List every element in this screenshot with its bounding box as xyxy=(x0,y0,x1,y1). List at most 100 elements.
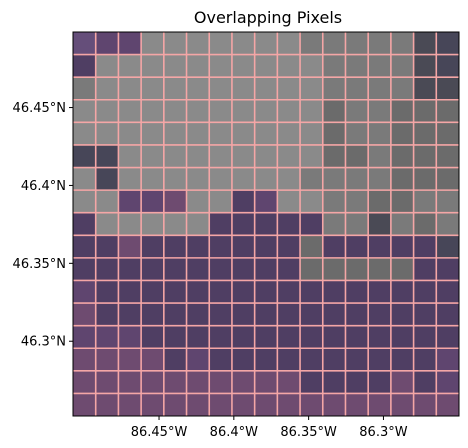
map-pixel xyxy=(231,393,256,417)
map-pixel xyxy=(118,280,142,304)
map-pixel xyxy=(141,348,165,372)
map-pixel xyxy=(231,54,256,78)
map-pixel xyxy=(141,212,165,236)
map-pixel xyxy=(300,280,324,304)
map-pixel xyxy=(95,32,119,55)
map-pixel xyxy=(413,32,437,55)
map-pixel xyxy=(163,303,187,327)
map-pixel xyxy=(141,32,165,55)
map-pixel xyxy=(95,190,119,214)
map-pixel xyxy=(141,393,165,417)
map-pixel xyxy=(141,54,165,78)
y-axis-ticks: 46.45°N 46.4°N 46.35°N 46.3°N xyxy=(13,101,73,350)
map-pixel xyxy=(300,77,324,101)
map-pixel xyxy=(163,348,187,372)
map-pixel xyxy=(141,325,165,349)
map-pixel xyxy=(413,370,437,394)
map-pixel xyxy=(231,122,256,146)
map-pixel xyxy=(413,348,437,372)
map-pixel xyxy=(436,280,460,304)
map-pixel xyxy=(186,190,210,214)
map-pixel xyxy=(345,348,369,372)
map-pixel xyxy=(345,370,369,394)
map-pixel xyxy=(436,325,460,349)
map-pixel xyxy=(254,167,278,191)
map-pixel xyxy=(300,235,324,259)
map-pixel xyxy=(413,303,437,327)
x-tick-label: 86.3°W xyxy=(359,425,407,440)
map-pixel xyxy=(300,167,324,191)
y-tick-label: 46.45°N xyxy=(13,101,66,116)
map-pixel xyxy=(322,190,346,214)
map-pixel xyxy=(300,32,324,55)
map-pixel xyxy=(413,325,437,349)
map-pixel xyxy=(254,325,278,349)
map-pixel xyxy=(163,257,187,281)
map-pixel xyxy=(413,167,437,191)
map-pixel xyxy=(413,257,437,281)
map-pixel xyxy=(413,144,437,168)
map-pixel xyxy=(95,303,119,327)
map-pixel xyxy=(163,54,187,78)
map-pixel xyxy=(163,212,187,236)
map-pixel xyxy=(118,167,142,191)
map-pixel xyxy=(368,190,392,214)
map-pixel xyxy=(413,212,437,236)
map-pixel xyxy=(209,393,233,417)
map-pixel xyxy=(322,348,346,372)
map-pixel xyxy=(95,235,119,259)
map-pixel xyxy=(95,393,119,417)
map-pixel xyxy=(436,235,460,259)
map-pixel xyxy=(322,257,346,281)
map-pixel xyxy=(209,370,233,394)
map-pixel xyxy=(254,122,278,146)
map-pixel xyxy=(345,257,369,281)
map-pixel xyxy=(277,99,301,123)
map-pixel xyxy=(436,393,460,417)
y-tick-label: 46.4°N xyxy=(21,179,66,194)
map-pixel xyxy=(118,348,142,372)
map-pixel xyxy=(231,235,256,259)
map-pixel xyxy=(277,122,301,146)
map-pixel xyxy=(254,393,278,417)
map-pixel xyxy=(186,77,210,101)
map-pixel xyxy=(390,393,414,417)
map-pixel xyxy=(186,325,210,349)
map-pixel xyxy=(73,167,97,191)
map-pixel xyxy=(231,325,256,349)
map-pixel xyxy=(436,212,460,236)
x-tick-label: 86.45°W xyxy=(131,425,188,440)
map-pixel xyxy=(254,190,278,214)
map-pixel xyxy=(413,235,437,259)
map-pixel xyxy=(186,54,210,78)
map-pixel xyxy=(254,99,278,123)
map-pixel xyxy=(254,77,278,101)
map-pixel xyxy=(231,280,256,304)
map-pixel xyxy=(436,99,460,123)
map-pixel xyxy=(231,370,256,394)
map-pixel xyxy=(322,144,346,168)
map-pixel xyxy=(390,212,414,236)
map-pixel xyxy=(209,32,233,55)
map-pixel xyxy=(209,99,233,123)
map-pixel xyxy=(209,167,233,191)
map-pixel xyxy=(254,370,278,394)
map-pixel xyxy=(186,370,210,394)
map-pixel xyxy=(209,190,233,214)
map-pixel xyxy=(277,190,301,214)
map-pixel xyxy=(73,257,97,281)
map-pixel xyxy=(118,32,142,55)
map-pixel xyxy=(209,280,233,304)
map-pixel xyxy=(186,280,210,304)
map-panel xyxy=(72,31,460,417)
map-pixel xyxy=(277,32,301,55)
map-pixel xyxy=(277,235,301,259)
map-pixel xyxy=(390,54,414,78)
map-pixel xyxy=(254,144,278,168)
map-pixel xyxy=(73,122,97,146)
map-pixel xyxy=(390,348,414,372)
map-pixel xyxy=(345,77,369,101)
map-pixel xyxy=(368,54,392,78)
map-pixel xyxy=(209,235,233,259)
